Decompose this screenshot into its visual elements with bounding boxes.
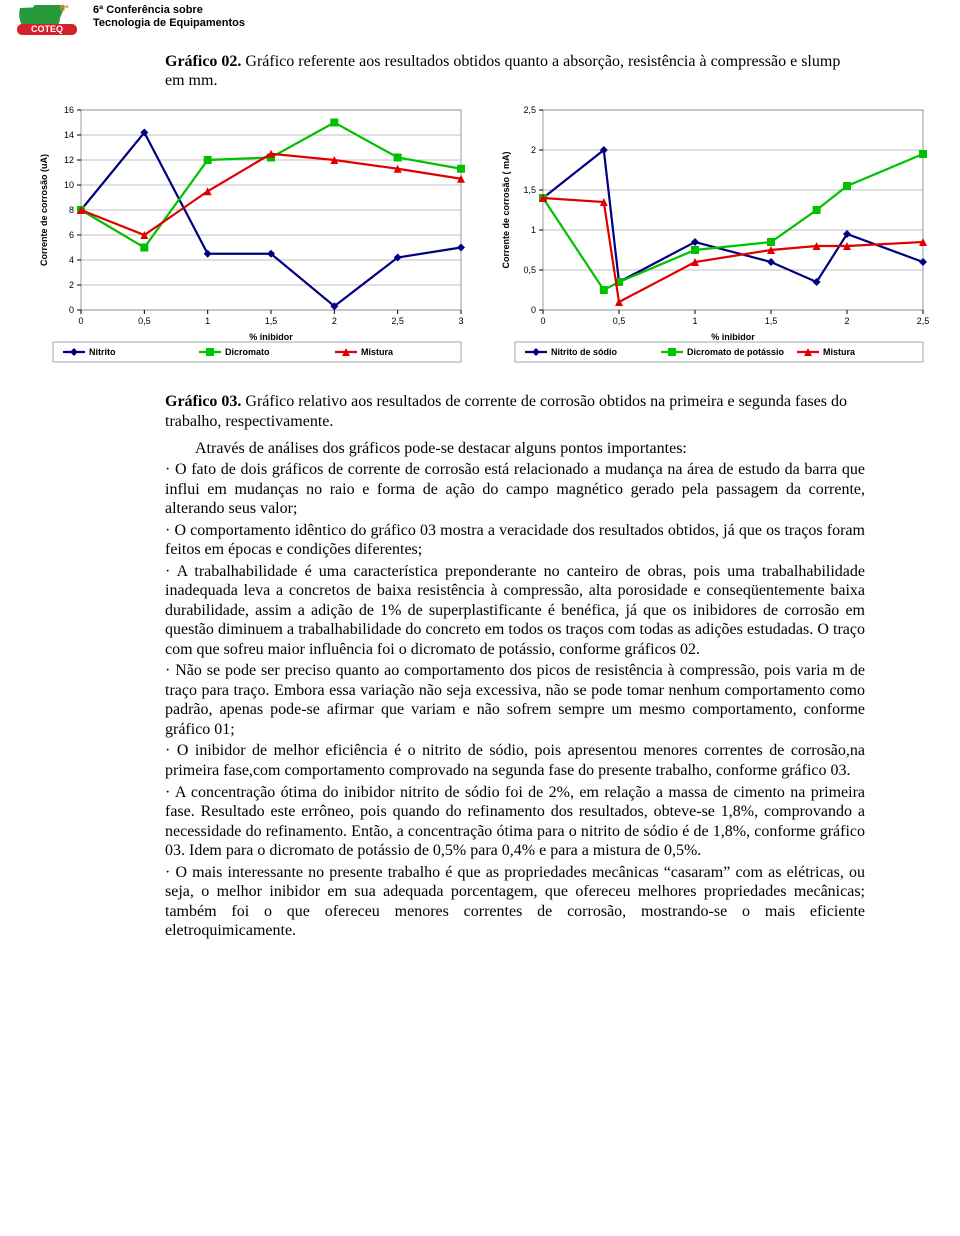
- caption-grafico-02: Gráfico 02. Gráfico referente aos result…: [165, 52, 855, 90]
- svg-text:2: 2: [531, 145, 536, 155]
- svg-text:1,5: 1,5: [265, 316, 278, 326]
- svg-text:0: 0: [69, 305, 74, 315]
- svg-text:1,5: 1,5: [523, 185, 536, 195]
- svg-text:2: 2: [69, 280, 74, 290]
- svg-text:2: 2: [844, 316, 849, 326]
- svg-text:0: 0: [78, 316, 83, 326]
- svg-text:0: 0: [540, 316, 545, 326]
- svg-text:16: 16: [64, 105, 74, 115]
- svg-text:2,5: 2,5: [523, 105, 536, 115]
- svg-text:Corrente de corrosão (uA): Corrente de corrosão (uA): [39, 154, 49, 266]
- body-bullet: A trabalhabilidade é uma característica …: [165, 562, 865, 660]
- caption02-bold: Gráfico 02.: [165, 53, 241, 70]
- svg-text:6ª: 6ª: [60, 3, 69, 13]
- svg-text:COTEQ: COTEQ: [31, 24, 63, 34]
- svg-text:0: 0: [531, 305, 536, 315]
- body-bullet: O comportamento idêntico do gráfico 03 m…: [165, 521, 865, 560]
- body-lead: Através de análises dos gráficos pode-se…: [165, 439, 865, 459]
- svg-text:0,5: 0,5: [523, 265, 536, 275]
- svg-text:2,5: 2,5: [917, 316, 930, 326]
- svg-text:Nitrito de sódio: Nitrito de sódio: [551, 347, 617, 357]
- svg-text:1: 1: [531, 225, 536, 235]
- svg-text:10: 10: [64, 180, 74, 190]
- chart-right: 0 0,5 1 1,5 2 2,5 0 0,5 1 1,5 2 2,5 Corrente de corr…: [495, 104, 945, 384]
- caption-grafico-03: Gráfico 03. Gráfico relativo aos resulta…: [165, 392, 855, 430]
- svg-text:2: 2: [332, 316, 337, 326]
- svg-text:12: 12: [64, 155, 74, 165]
- svg-text:0,5: 0,5: [138, 316, 151, 326]
- svg-text:Mistura: Mistura: [823, 347, 856, 357]
- svg-text:3: 3: [458, 316, 463, 326]
- svg-text:Dicromato: Dicromato: [225, 347, 270, 357]
- svg-text:14: 14: [64, 130, 74, 140]
- body-bullet: O inibidor de melhor eficiência é o nitr…: [165, 741, 865, 780]
- svg-text:1: 1: [205, 316, 210, 326]
- caption03-bold: Gráfico 03.: [165, 393, 241, 410]
- svg-text:1,5: 1,5: [765, 316, 778, 326]
- svg-text:Mistura: Mistura: [361, 347, 394, 357]
- svg-text:2,5: 2,5: [391, 316, 404, 326]
- svg-text:6: 6: [69, 230, 74, 240]
- svg-text:% inibidor: % inibidor: [711, 332, 755, 342]
- coteq-logo: 6ª COTEQ: [15, 0, 85, 40]
- page-header: 6ª COTEQ 6ª Conferência sobre Tecnologia…: [15, 0, 945, 40]
- svg-text:Nitrito: Nitrito: [89, 347, 116, 357]
- body-bullet: O mais interessante no presente trabalho…: [165, 863, 865, 941]
- svg-text:Dicromato de potássio: Dicromato de potássio: [687, 347, 785, 357]
- header-line1: 6ª Conferência sobre: [93, 4, 245, 17]
- body-text: Através de análises dos gráficos pode-se…: [165, 439, 865, 941]
- svg-text:0,5: 0,5: [613, 316, 626, 326]
- body-bullet: A concentração ótima do inibidor nitrito…: [165, 783, 865, 861]
- svg-text:4: 4: [69, 255, 74, 265]
- chart-left: 0 2 4 6 8 10 12 14 16 0 0,5 1 1,5 2 2,5 3 Corrente de co…: [33, 104, 483, 384]
- body-bullet: Não se pode ser preciso quanto ao compor…: [165, 661, 865, 739]
- caption02-rest: Gráfico referente aos resultados obtidos…: [165, 53, 840, 89]
- svg-text:1: 1: [692, 316, 697, 326]
- svg-text:Corrente de corrosão ( mA): Corrente de corrosão ( mA): [501, 152, 511, 269]
- caption03-rest: Gráfico relativo aos resultados de corre…: [165, 393, 847, 429]
- header-line2: Tecnologia de Equipamentos: [93, 17, 245, 30]
- body-bullet: O fato de dois gráficos de corrente de c…: [165, 460, 865, 519]
- svg-text:8: 8: [69, 205, 74, 215]
- svg-text:% inibidor: % inibidor: [249, 332, 293, 342]
